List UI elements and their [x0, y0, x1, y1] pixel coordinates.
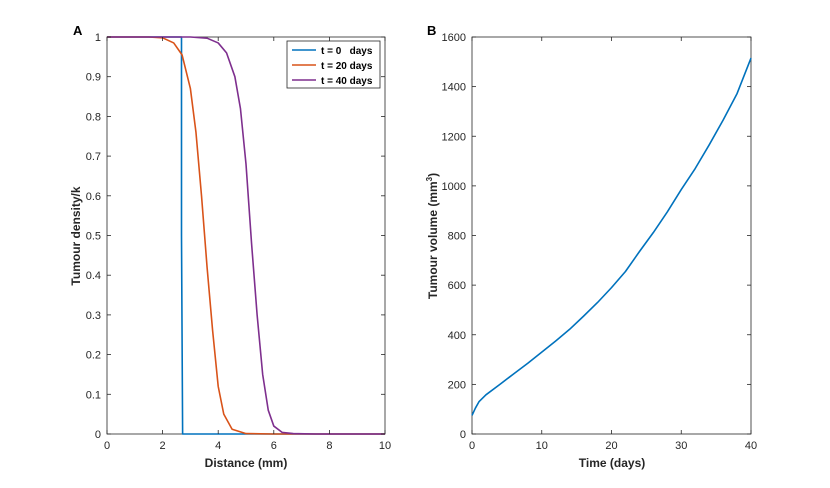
series-line-a-0 — [107, 36, 385, 435]
panel-b-y-axis-label-superscript: 3 — [425, 176, 434, 181]
x-tick-label: 0 — [104, 440, 110, 452]
y-tick-label: 0.5 — [86, 231, 101, 243]
panel-b-letter: B — [427, 23, 436, 38]
panel-a-x-axis-label: Distance (mm) — [205, 456, 288, 470]
panel-b: B 0 10 20 30 40 0 200 400 600 800 1000 1200 1400 160… — [425, 23, 757, 470]
x-tick-label: 10 — [536, 440, 548, 452]
panel-a-letter: A — [73, 23, 83, 38]
series-line-a-1 — [107, 36, 385, 435]
y-tick-label: 0.8 — [86, 111, 101, 123]
panel-a-plot-area — [106, 36, 386, 435]
x-tick-label: 0 — [469, 440, 475, 452]
y-tick-label: 1200 — [442, 131, 466, 143]
y-tick-label: 1 — [95, 32, 101, 44]
legend-label-t0: t = 0 days — [321, 46, 373, 57]
panel-a-axes-box — [106, 36, 386, 435]
x-tick-label: 30 — [675, 440, 687, 452]
y-tick-label: 400 — [448, 330, 466, 342]
x-tick-label: 40 — [745, 440, 757, 452]
y-tick-label: 200 — [448, 379, 466, 391]
legend-label-t40: t = 40 days — [321, 76, 373, 87]
y-tick-label: 0.7 — [86, 151, 101, 163]
panel-b-plot-area — [471, 36, 752, 435]
panel-a-y-axis-label: Tumour density/k — [69, 186, 83, 285]
series-line-a-2 — [107, 36, 385, 435]
panel-b-y-axis-label-end: ) — [426, 173, 440, 177]
y-tick-label: 1400 — [442, 82, 466, 94]
legend-label-t20: t = 20 days — [321, 61, 373, 72]
y-tick-label: 0.6 — [86, 191, 101, 203]
panel-a: A 0 2 4 6 8 10 00.10.20.30.40.50.60.70.80.91 … — [69, 23, 391, 470]
panel-b-x-ticks: 0 10 20 30 40 — [469, 37, 757, 452]
panel-a-y-ticks: 0 0.1 0.2 0.3 0.4 0.5 0.6 0.7 0.8 0.9 1 — [86, 32, 385, 441]
y-tick-label: 800 — [448, 231, 466, 243]
y-tick-label: 0.9 — [86, 72, 101, 84]
x-tick-label: 4 — [215, 440, 221, 452]
y-tick-label: 0.4 — [86, 270, 101, 282]
panel-b-y-axis-label: Tumour volume (mm3) — [425, 173, 440, 299]
y-tick-label: 0.3 — [86, 310, 101, 322]
panel-b-x-axis-label: Time (days) — [579, 456, 645, 470]
x-tick-label: 10 — [379, 440, 391, 452]
y-tick-label: 0 — [460, 429, 466, 441]
panel-b-y-axis-label-main: Tumour volume (mm — [426, 181, 440, 299]
y-tick-label: 0.1 — [86, 389, 101, 401]
panel-b-y-ticks: 0 200 400 600 800 1000 1200 1400 1600 — [442, 32, 751, 441]
y-tick-label: 0 — [95, 429, 101, 441]
y-tick-label: 1000 — [442, 181, 466, 193]
panel-a-legend: t = 0 days t = 20 days t = 40 days — [286, 40, 381, 89]
y-tick-label: 600 — [448, 280, 466, 292]
x-tick-label: 6 — [271, 440, 277, 452]
y-tick-label: 1600 — [442, 32, 466, 44]
panel-a-x-ticks: 0 2 4 6 8 10 — [104, 37, 391, 452]
y-tick-label: 0.2 — [86, 350, 101, 362]
x-tick-label: 8 — [326, 440, 332, 452]
x-tick-label: 20 — [605, 440, 617, 452]
x-tick-label: 2 — [160, 440, 166, 452]
series-line-b-0 — [471, 57, 752, 416]
